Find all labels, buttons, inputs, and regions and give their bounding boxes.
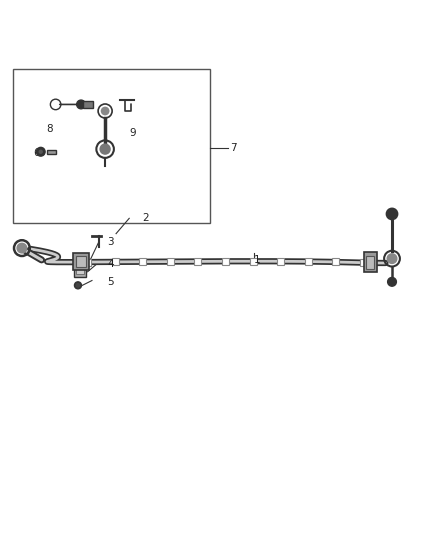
Bar: [76, 256, 86, 267]
Circle shape: [386, 208, 398, 220]
Circle shape: [36, 147, 45, 156]
Text: 7: 7: [230, 143, 237, 154]
Text: 8: 8: [46, 124, 53, 134]
Circle shape: [99, 143, 111, 155]
Circle shape: [101, 107, 110, 115]
Circle shape: [77, 100, 85, 109]
Bar: [74, 267, 86, 277]
Bar: [332, 259, 339, 265]
Bar: [73, 253, 89, 270]
Circle shape: [17, 243, 27, 253]
Text: 2: 2: [142, 213, 149, 223]
Circle shape: [74, 282, 81, 289]
Text: 3: 3: [107, 237, 114, 247]
Text: 5: 5: [107, 277, 114, 287]
Bar: [366, 256, 374, 269]
Bar: [112, 259, 119, 265]
Bar: [84, 259, 91, 265]
Text: 1: 1: [254, 255, 261, 265]
Text: 9: 9: [129, 128, 136, 138]
Bar: [305, 258, 312, 265]
Bar: [13, 69, 210, 223]
Text: 6: 6: [33, 148, 39, 158]
Circle shape: [39, 150, 43, 154]
Bar: [167, 258, 174, 265]
Bar: [222, 258, 229, 265]
Bar: [277, 258, 284, 265]
Bar: [364, 253, 377, 272]
Circle shape: [76, 284, 80, 287]
Circle shape: [388, 278, 396, 286]
Bar: [139, 258, 146, 265]
Bar: [360, 259, 367, 266]
Bar: [194, 258, 201, 265]
Text: 4: 4: [107, 260, 114, 269]
Circle shape: [387, 254, 397, 263]
Bar: [47, 150, 56, 154]
Bar: [76, 269, 84, 274]
Bar: [250, 258, 257, 265]
Bar: [83, 101, 93, 108]
